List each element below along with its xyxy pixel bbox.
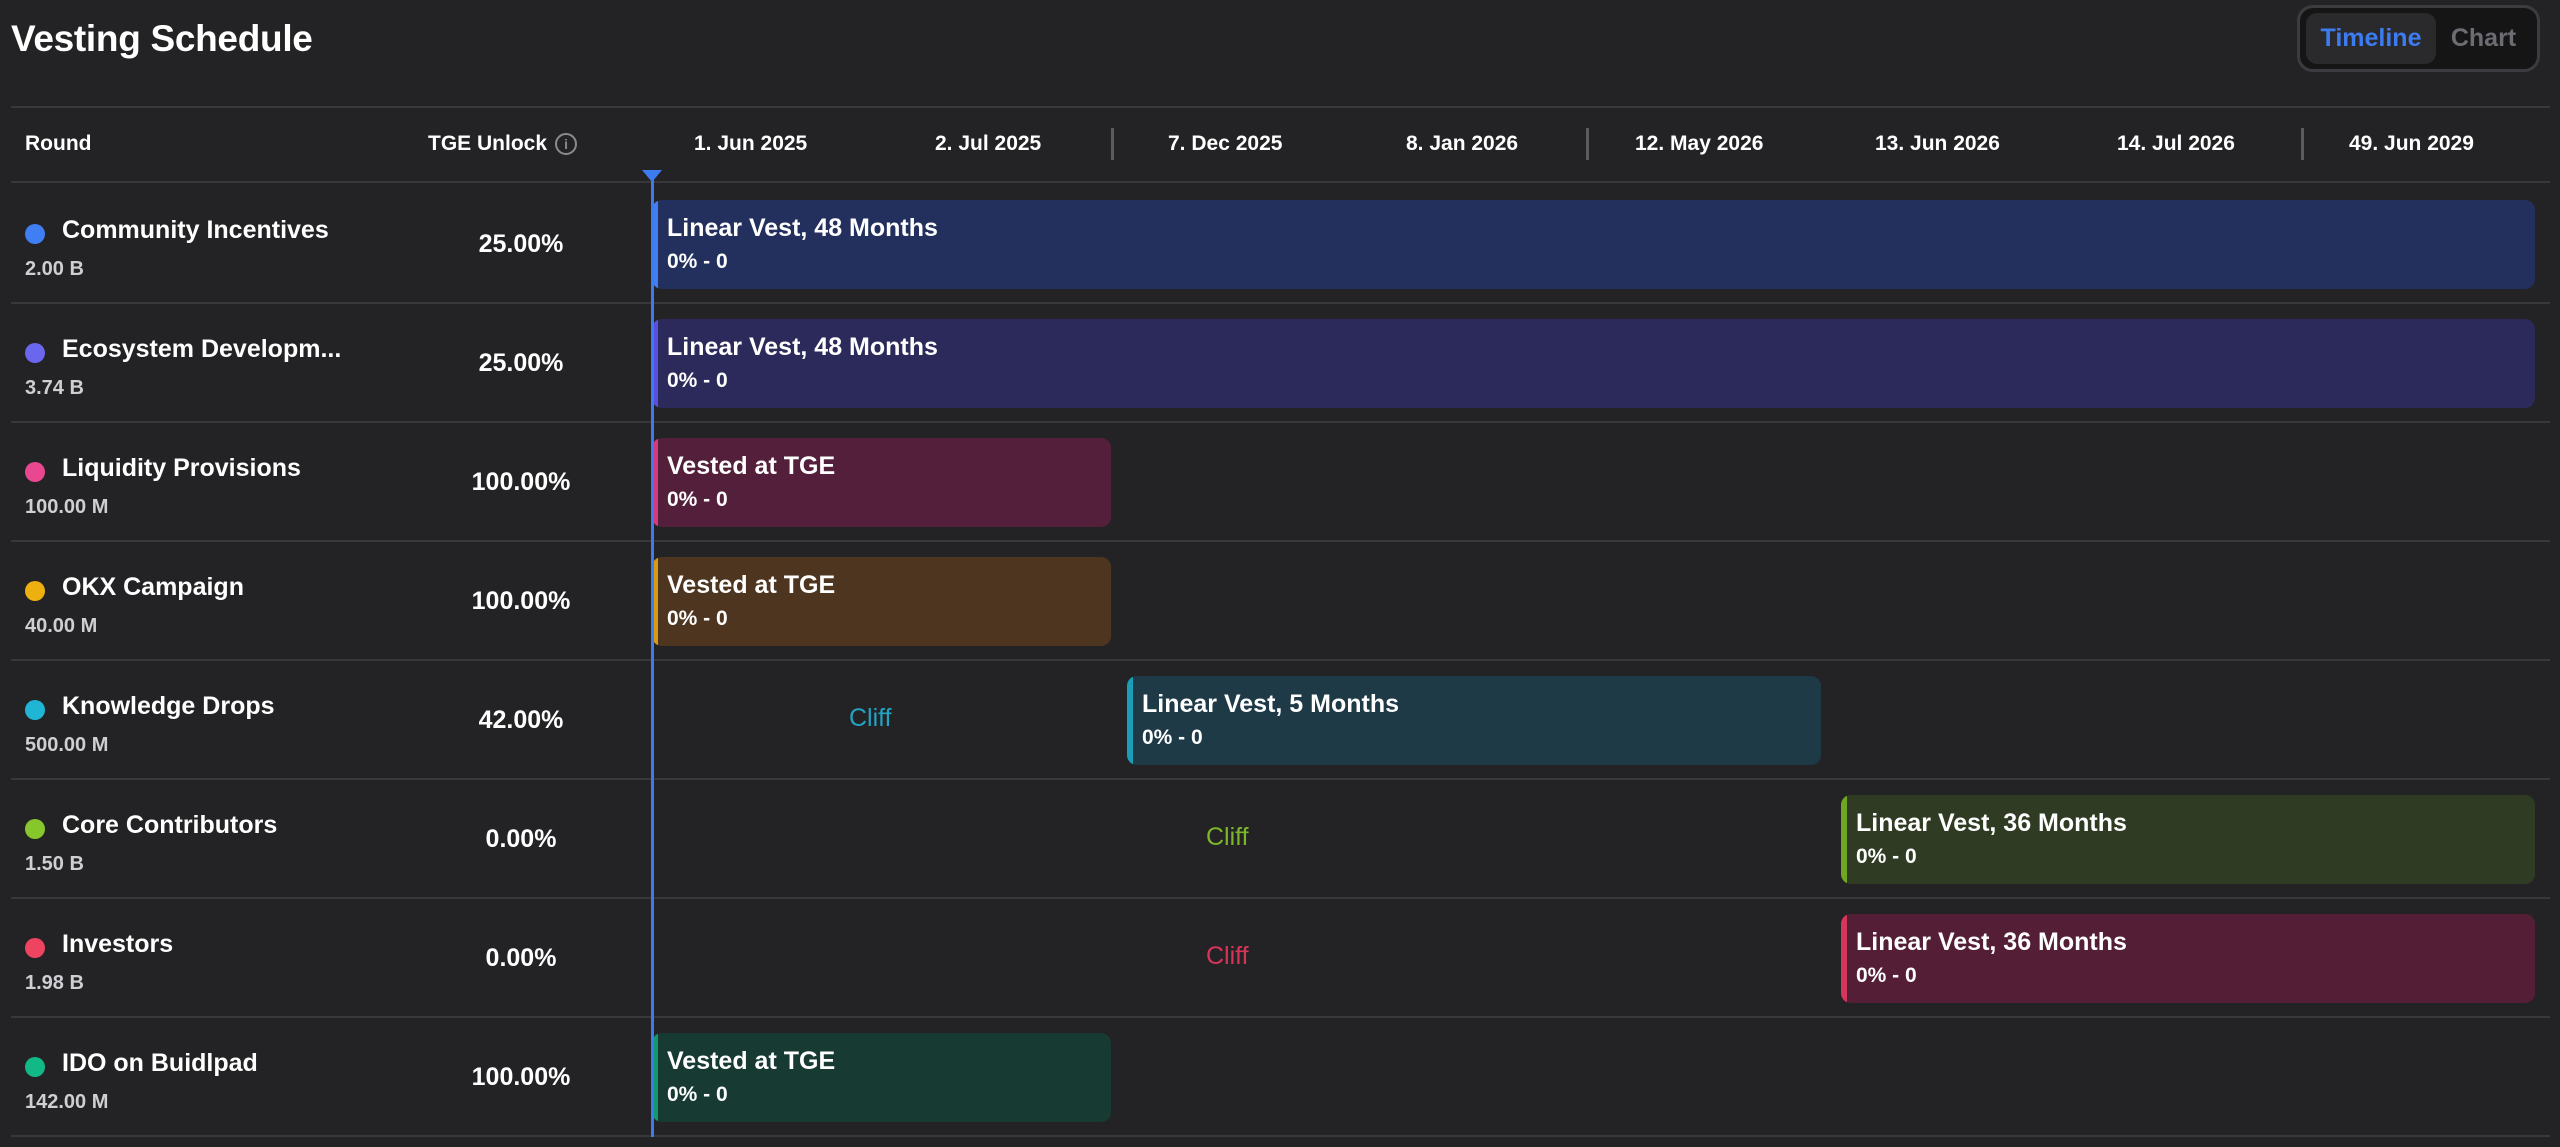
tge-unlock-value: 42.00% <box>478 706 564 734</box>
vesting-table: Round TGE Unlock i 1. Jun 2025 2. Jul 20… <box>11 106 2550 1137</box>
bar-progress: 0% - 0 <box>667 1083 728 1106</box>
bar-title: Vested at TGE <box>667 1047 836 1075</box>
bar-title: Linear Vest, 36 Months <box>1856 928 2127 956</box>
bar-edge <box>652 1033 658 1122</box>
round-color-dot <box>25 1057 45 1077</box>
round-amount: 40.00 M <box>25 615 98 637</box>
cliff-label: Cliff <box>1206 942 1249 970</box>
timeline-separator <box>1111 128 1114 160</box>
bar-title: Vested at TGE <box>667 452 836 480</box>
round-name: Investors <box>62 930 174 958</box>
round-amount: 1.98 B <box>25 972 84 994</box>
bar-progress: 0% - 0 <box>667 369 728 392</box>
timeline-date: 13. Jun 2026 <box>1875 132 2000 155</box>
round-amount: 100.00 M <box>25 496 109 518</box>
table-row[interactable]: OKX Campaign 40.00 M 100.00% Vested at T… <box>11 542 2550 661</box>
bar-progress: 0% - 0 <box>1856 964 1917 987</box>
timeline-separator <box>1586 128 1589 160</box>
bar-title: Linear Vest, 5 Months <box>1142 690 1400 718</box>
round-name: Knowledge Drops <box>62 692 275 720</box>
vesting-bar[interactable]: Linear Vest, 36 Months 0% - 0 <box>1841 914 2535 1003</box>
round-color-dot <box>25 343 45 363</box>
tge-unlock-value: 100.00% <box>471 468 571 496</box>
vesting-bar[interactable]: Vested at TGE 0% - 0 <box>652 557 1111 646</box>
tge-unlock-value: 0.00% <box>485 825 557 853</box>
bar-title: Linear Vest, 36 Months <box>1856 809 2127 837</box>
bar-title: Linear Vest, 48 Months <box>667 333 938 361</box>
table-row[interactable]: Liquidity Provisions 100.00 M 100.00% Ve… <box>11 423 2550 542</box>
round-color-dot <box>25 938 45 958</box>
tge-unlock-label: TGE Unlock <box>428 132 548 155</box>
tge-unlock-value: 25.00% <box>478 349 564 377</box>
cliff-label: Cliff <box>1206 823 1249 851</box>
cliff-label: Cliff <box>849 704 892 732</box>
vesting-bar[interactable]: Linear Vest, 48 Months 0% - 0 <box>652 319 2535 408</box>
table-row[interactable]: Core Contributors 1.50 B 0.00% Cliff Lin… <box>11 780 2550 899</box>
chart-tab[interactable]: Chart <box>2450 24 2517 52</box>
round-color-dot <box>25 819 45 839</box>
timeline-date: 14. Jul 2026 <box>2117 132 2235 155</box>
page-title: Vesting Schedule <box>11 18 313 59</box>
timeline-separator <box>2301 128 2304 160</box>
round-name: IDO on Buidlpad <box>62 1049 258 1077</box>
round-color-dot <box>25 581 45 601</box>
tge-unlock-value: 100.00% <box>471 587 571 615</box>
bar-edge <box>1841 914 1847 1003</box>
info-icon[interactable]: i <box>555 133 578 155</box>
bar-edge <box>1127 676 1133 765</box>
round-amount: 3.74 B <box>25 377 84 399</box>
round-amount: 2.00 B <box>25 258 84 280</box>
round-amount: 1.50 B <box>25 853 84 875</box>
bar-edge <box>1841 795 1847 884</box>
table-row[interactable]: Knowledge Drops 500.00 M 42.00% Cliff Li… <box>11 661 2550 780</box>
timeline-tab[interactable]: Timeline <box>2306 13 2436 64</box>
round-name: Ecosystem Developm... <box>62 335 342 363</box>
vesting-bar[interactable]: Linear Vest, 48 Months 0% - 0 <box>652 200 2535 289</box>
round-name: OKX Campaign <box>62 573 244 601</box>
table-header: Round TGE Unlock i 1. Jun 2025 2. Jul 20… <box>11 108 2550 183</box>
round-color-dot <box>25 700 45 720</box>
vesting-bar[interactable]: Vested at TGE 0% - 0 <box>652 438 1111 527</box>
tge-unlock-value: 100.00% <box>471 1063 571 1091</box>
bar-progress: 0% - 0 <box>1142 726 1203 749</box>
bar-progress: 0% - 0 <box>1856 845 1917 868</box>
timeline-date: 7. Dec 2025 <box>1168 132 1283 155</box>
timeline-date: 49. Jun 2029 <box>2349 132 2474 155</box>
bar-edge <box>652 319 658 408</box>
timeline-date: 8. Jan 2026 <box>1406 132 1519 155</box>
table-row[interactable]: Community Incentives 2.00 B 25.00% Linea… <box>11 185 2550 304</box>
bar-edge <box>652 200 658 289</box>
timeline-date: 2. Jul 2025 <box>935 132 1042 155</box>
tge-unlock-value: 25.00% <box>478 230 564 258</box>
timeline-date: 1. Jun 2025 <box>694 132 808 155</box>
table-row[interactable]: Ecosystem Developm... 3.74 B 25.00% Line… <box>11 304 2550 423</box>
round-column-header: Round <box>25 132 92 155</box>
bar-edge <box>652 438 658 527</box>
round-amount: 500.00 M <box>25 734 109 756</box>
bar-progress: 0% - 0 <box>667 488 728 511</box>
vesting-bar[interactable]: Linear Vest, 36 Months 0% - 0 <box>1841 795 2535 884</box>
round-color-dot <box>25 462 45 482</box>
tge-unlock-column-header: TGE Unlock i <box>428 132 578 156</box>
tge-unlock-value: 0.00% <box>485 944 557 972</box>
round-color-dot <box>25 224 45 244</box>
round-name: Core Contributors <box>62 811 278 839</box>
view-toggle: Timeline Chart <box>2297 5 2540 72</box>
round-name: Community Incentives <box>62 216 329 244</box>
round-amount: 142.00 M <box>25 1091 109 1113</box>
vesting-bar[interactable]: Vested at TGE 0% - 0 <box>652 1033 1111 1122</box>
bar-edge <box>652 557 658 646</box>
table-row[interactable]: IDO on Buidlpad 142.00 M 100.00% Vested … <box>11 1018 2550 1137</box>
bar-title: Vested at TGE <box>667 571 836 599</box>
bar-progress: 0% - 0 <box>667 607 728 630</box>
timeline-date: 12. May 2026 <box>1635 132 1764 155</box>
bar-title: Linear Vest, 48 Months <box>667 214 938 242</box>
table-row[interactable]: Investors 1.98 B 0.00% Cliff Linear Vest… <box>11 899 2550 1018</box>
current-date-line <box>651 172 654 1137</box>
round-name: Liquidity Provisions <box>62 454 301 482</box>
bar-progress: 0% - 0 <box>667 250 728 273</box>
vesting-bar[interactable]: Linear Vest, 5 Months 0% - 0 <box>1127 676 1821 765</box>
